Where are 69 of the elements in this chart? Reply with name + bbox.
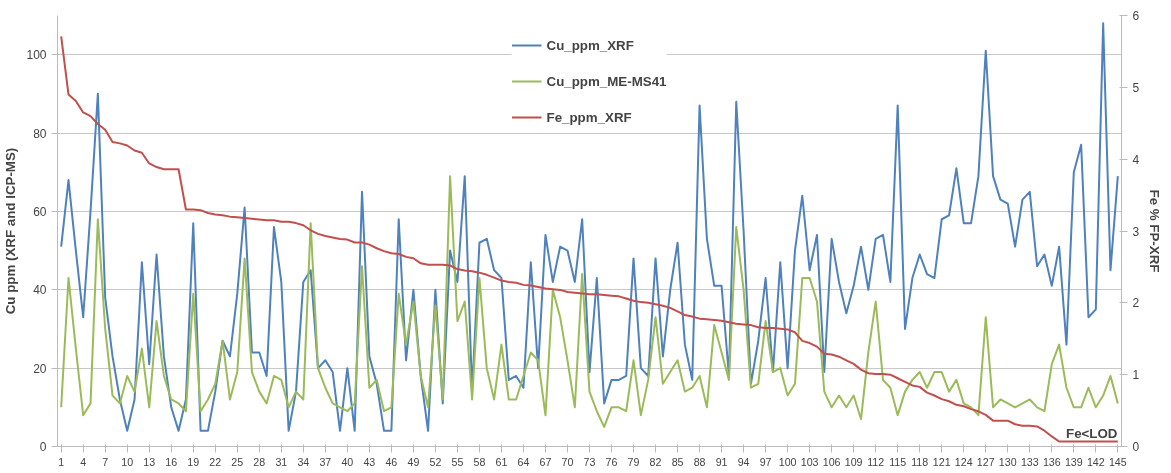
x-tick-label: 139	[1064, 455, 1083, 468]
x-tick-label: 1	[58, 455, 65, 468]
y2-tick-label: 6	[1132, 9, 1140, 23]
x-tick-label: 64	[517, 455, 530, 468]
x-tick-label: 61	[495, 455, 508, 468]
y-tick-label: 80	[33, 126, 47, 141]
x-tick-label: 100	[778, 455, 797, 468]
annotation: Fe<LOD	[1066, 425, 1118, 441]
x-tick-label: 40	[341, 455, 354, 468]
x-tick-label: 82	[649, 455, 662, 468]
x-tick-label: 79	[627, 455, 640, 468]
x-tick-label: 115	[889, 455, 907, 468]
x-tick-label: 58	[473, 455, 486, 468]
y2-tick-label: 1	[1132, 368, 1140, 383]
x-tick-label: 31	[275, 455, 288, 468]
x-tick-label: 121	[932, 455, 951, 468]
y2-tick-label: 4	[1132, 152, 1140, 167]
x-tick-label: 67	[539, 455, 552, 468]
x-tick-label: 19	[187, 455, 200, 468]
x-tick-label: 130	[998, 455, 1017, 468]
y2-tick-label: 5	[1132, 80, 1140, 95]
x-tick-label: 97	[759, 455, 772, 468]
x-tick-label: 10	[121, 455, 134, 468]
x-tick-label: 112	[867, 455, 885, 468]
y2-tick-label: 0	[1132, 440, 1140, 454]
x-tick-label: 43	[363, 455, 376, 468]
y2-tick-label: 2	[1132, 296, 1140, 311]
y-tick-label: 0	[39, 440, 47, 454]
x-tick-label: 127	[976, 455, 995, 468]
y-tick-label: 40	[33, 283, 47, 298]
x-tick-label: 25	[231, 455, 244, 468]
x-tick-label: 103	[800, 455, 819, 468]
x-tick-label: 85	[671, 455, 684, 468]
x-tick-label: 34	[297, 455, 310, 468]
x-tick-label: 28	[253, 455, 266, 468]
legend-label: Cu_ppm_XRF	[546, 37, 634, 53]
x-tick-label: 76	[605, 455, 618, 468]
x-tick-label: 13	[143, 455, 156, 468]
x-tick-label: 142	[1086, 455, 1105, 468]
x-tick-label: 4	[80, 455, 87, 468]
y-tick-label: 100	[26, 48, 47, 63]
x-tick-label: 16	[165, 455, 178, 468]
x-tick-label: 73	[583, 455, 596, 468]
y2-tick-label: 3	[1132, 224, 1140, 239]
x-tick-label: 145	[1108, 455, 1127, 468]
y-tick-label: 60	[33, 204, 47, 219]
x-tick-label: 70	[561, 455, 574, 468]
line-series	[60, 175, 1119, 428]
x-tick-label: 37	[319, 455, 332, 468]
x-tick-label: 7	[102, 455, 109, 468]
x-tick-label: 88	[693, 455, 706, 468]
x-tick-label: 136	[1042, 455, 1061, 468]
y2-axis-title: Fe % FP-XRF	[1147, 189, 1163, 273]
x-tick-label: 109	[844, 455, 863, 468]
y-tick-label: 20	[33, 361, 47, 376]
x-tick-label: 52	[429, 455, 442, 468]
legend-label: Cu_ppm_ME-MS41	[546, 73, 667, 89]
y-axis-title: Cu ppm (XRF and ICP-MS)	[3, 147, 19, 315]
x-tick-label: 133	[1020, 455, 1039, 468]
x-tick-label: 94	[737, 455, 750, 468]
legend-label: Fe_ppm_XRF	[546, 109, 632, 125]
x-tick-label: 46	[385, 455, 398, 468]
x-tick-label: 55	[451, 455, 464, 468]
x-tick-label: 49	[407, 455, 420, 468]
x-tick-label: 106	[822, 455, 841, 468]
x-tick-label: 22	[209, 455, 222, 468]
x-tick-label: 124	[954, 455, 973, 468]
x-tick-label: 91	[715, 455, 728, 468]
x-tick-label: 118	[911, 455, 929, 468]
